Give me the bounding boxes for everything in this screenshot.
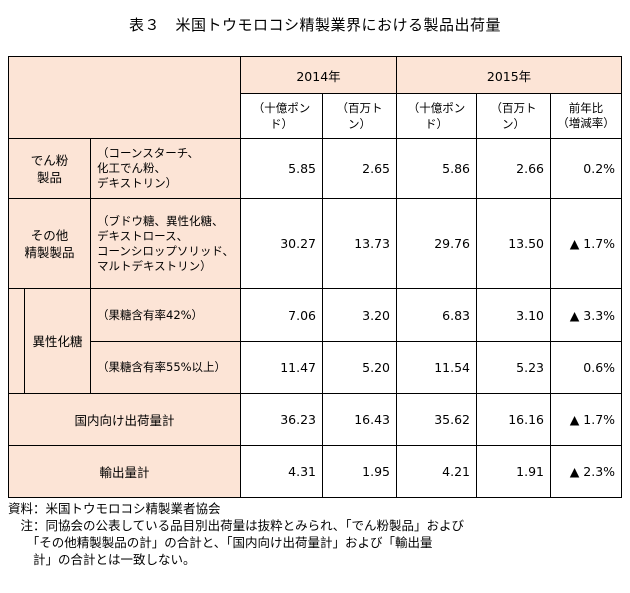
cell-hfcs42-yoy: ▲ 3.3% [550,288,623,342]
row-desc-hfcs55: （果糖含有率55%以上） [89,341,242,394]
cell-hfcs55-t-2015: 5.23 [476,341,552,394]
shipment-table: 2014年 2015年 （十億ポンド） （百万トン） （十億ポンド） （百万トン… [7,56,623,498]
header-year-2014: 2014年 [240,56,398,94]
footnote-line-2: 「その他精製製品の計」の合計と、「国内向け出荷量計」および「輸出量 [8,535,433,550]
footnote-line-1: 注：同協会の公表している品目別出荷量は抜粋とみられ、「でん粉製品」および [8,518,465,533]
cell-hfcs42-lb-2014: 7.06 [240,288,324,342]
cell-hfcs55-lb-2014: 11.47 [240,341,324,394]
table-title: 表３ 米国トウモロコシ精製業界における製品出荷量 [128,16,501,34]
cell-hfcs55-yoy: 0.6% [550,341,623,394]
cell-hfcs55-lb-2015: 11.54 [396,341,478,394]
cell-starch-lb-2014: 5.85 [240,138,324,199]
cell-hfcs55-t-2014: 5.20 [322,341,398,394]
row-category-hfcs: 異性化糖 [24,288,91,394]
cell-hfcs42-t-2014: 3.20 [322,288,398,342]
row-label-domestic-total: 国内向け出荷量計 [7,393,242,446]
cell-export-yoy: ▲ 2.3% [550,445,623,498]
cell-export-t-2015: 1.91 [476,445,552,498]
cell-other-yoy: ▲ 1.7% [550,198,623,289]
cell-hfcs42-t-2015: 3.10 [476,288,552,342]
cell-domestic-t-2014: 16.43 [322,393,398,446]
cell-starch-t-2015: 2.66 [476,138,552,199]
cell-other-lb-2014: 30.27 [240,198,324,289]
table-row-hfcs42: 異性化糖 （果糖含有率42%） 7.06 3.20 6.83 3.10 ▲ 3.… [8,288,623,394]
row-desc-starch: （コーンスターチ、 化工でん粉、 デキストリン） [89,138,242,199]
indent-spacer [8,288,25,394]
row-label-export-total: 輸出量計 [7,445,242,498]
cell-export-lb-2014: 4.31 [240,445,324,498]
cell-export-lb-2015: 4.21 [396,445,478,498]
header-unit-billion-lb-2015: （十億ポンド） [396,93,478,139]
row-desc-hfcs42: （果糖含有率42%） [89,288,242,342]
cell-starch-yoy: 0.2% [550,138,623,199]
header-unit-million-t-2015: （百万トン） [476,93,552,139]
cell-other-t-2015: 13.50 [476,198,552,289]
source-note: 資料：米国トウモロコシ精製業者協会 [8,501,221,516]
row-category-other: その他 精製製品 [8,198,91,289]
footnote-line-3: 計」の合計とは一致しない。 [8,552,196,567]
header-corner-cell [7,56,242,139]
cell-domestic-lb-2015: 35.62 [396,393,478,446]
cell-starch-t-2014: 2.65 [322,138,398,199]
row-category-starch: でん粉 製品 [8,138,91,199]
table-notes: 資料：米国トウモロコシ精製業者協会 注：同協会の公表している品目別出荷量は抜粋と… [8,500,623,568]
table-row-export-total: 輸出量計 4.31 1.95 4.21 1.91 ▲ 2.3% [7,445,623,498]
header-unit-million-t-2014: （百万トン） [322,93,398,139]
header-unit-billion-lb-2014: （十億ポンド） [240,93,324,139]
cell-hfcs42-lb-2015: 6.83 [396,288,478,342]
cell-other-t-2014: 13.73 [322,198,398,289]
table-row-hfcs55: （果糖含有率55%以上） 11.47 5.20 11.54 5.23 0.6% [9,341,623,394]
table-row-domestic-total: 国内向け出荷量計 36.23 16.43 35.62 16.16 ▲ 1.7% [7,393,623,446]
cell-export-t-2014: 1.95 [322,445,398,498]
cell-domestic-t-2015: 16.16 [476,393,552,446]
cell-domestic-lb-2014: 36.23 [240,393,324,446]
cell-other-lb-2015: 29.76 [396,198,478,289]
table-row-other: その他 精製製品 （ブドウ糖、異性化糖、 デキストロース、 コーンシロップソリッ… [8,198,623,289]
header-year-2015: 2015年 [396,56,623,94]
cell-domestic-yoy: ▲ 1.7% [550,393,623,446]
table-row-starch: でん粉 製品 （コーンスターチ、 化工でん粉、 デキストリン） 5.85 2.6… [8,138,623,199]
row-desc-other: （ブドウ糖、異性化糖、 デキストロース、 コーンシロップソリッド、 マルトデキス… [89,198,242,289]
cell-starch-lb-2015: 5.86 [396,138,478,199]
header-yoy: 前年比 （増減率） [550,93,623,139]
